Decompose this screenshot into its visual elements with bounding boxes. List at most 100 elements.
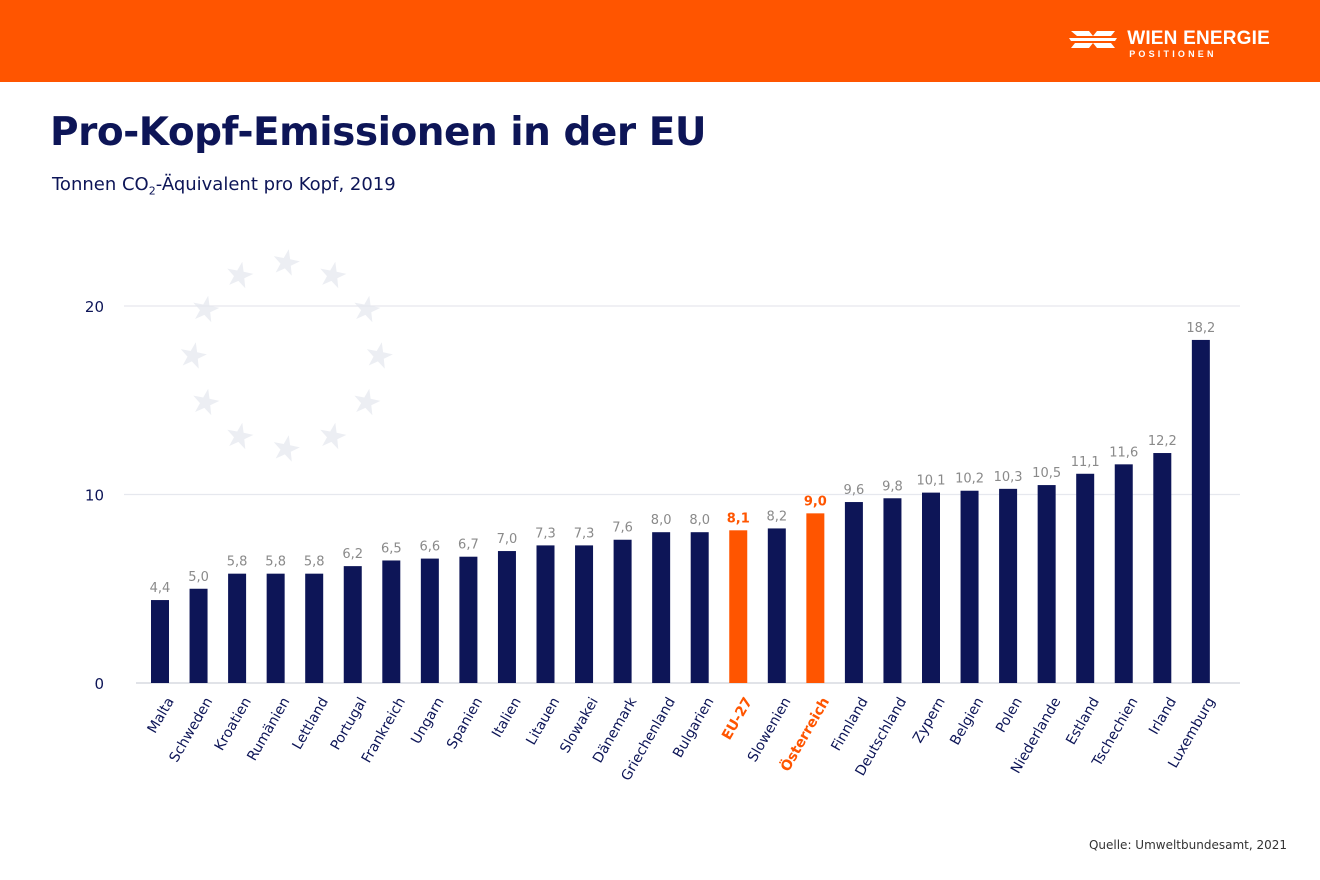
bar-griechenland bbox=[652, 532, 671, 683]
category-label: Malta bbox=[145, 695, 178, 736]
eu-stars-decoration bbox=[180, 249, 393, 462]
value-label: 7,0 bbox=[497, 532, 518, 547]
category-label: Irland bbox=[1146, 695, 1180, 738]
bar-österreich bbox=[806, 513, 825, 683]
bar-portugal bbox=[343, 566, 362, 683]
value-label: 7,3 bbox=[574, 526, 595, 541]
category-label: Ungarn bbox=[408, 695, 447, 747]
category-label: Portugal bbox=[328, 695, 371, 753]
logo-subtext: POSITIONEN bbox=[1129, 49, 1217, 59]
bar-rumänien bbox=[266, 573, 285, 683]
value-label: 8,0 bbox=[689, 513, 710, 528]
value-label: 9,6 bbox=[844, 483, 865, 498]
bar-spanien bbox=[459, 556, 478, 683]
bar-eu-27 bbox=[729, 530, 748, 683]
y-tick-label: 0 bbox=[94, 675, 104, 693]
bar-dänemark bbox=[613, 539, 632, 683]
bar-estland bbox=[1076, 473, 1095, 683]
source-note: Quelle: Umweltbundesamt, 2021 bbox=[1088, 838, 1287, 852]
category-label: Litauen bbox=[523, 695, 563, 748]
value-label: 5,8 bbox=[227, 555, 248, 570]
value-label: 9,0 bbox=[804, 494, 827, 509]
subtitle-text: Tonnen CO bbox=[52, 174, 149, 195]
bar-bulgarien bbox=[690, 532, 709, 683]
value-label: 10,5 bbox=[1032, 466, 1061, 481]
value-label: 10,1 bbox=[917, 474, 946, 489]
bar-luxemburg bbox=[1191, 339, 1210, 683]
category-label: Polen bbox=[993, 695, 1026, 736]
bar-frankreich bbox=[382, 560, 401, 683]
bar-slowenien bbox=[767, 528, 786, 683]
value-label: 4,4 bbox=[150, 581, 171, 596]
bar-polen bbox=[999, 488, 1018, 683]
wien-energie-bolt-icon bbox=[1069, 31, 1118, 48]
y-tick-label: 20 bbox=[85, 298, 104, 316]
subtitle-subscript: 2 bbox=[148, 184, 156, 198]
value-label: 6,2 bbox=[342, 547, 363, 562]
page-title: Pro-Kopf-Emissionen in der EU bbox=[50, 110, 707, 155]
value-label: 11,1 bbox=[1071, 455, 1100, 470]
wien-energie-logo: WIEN ENERGIE POSITIONEN bbox=[1067, 28, 1270, 59]
value-label: 8,1 bbox=[727, 511, 750, 526]
eu-star-icon bbox=[273, 249, 300, 276]
bar-irland bbox=[1153, 453, 1172, 683]
category-label: EU-27 bbox=[719, 695, 756, 743]
bar-zypern bbox=[922, 492, 940, 683]
value-label: 11,6 bbox=[1109, 445, 1138, 460]
eu-star-icon bbox=[227, 261, 254, 289]
category-label: Slowakei bbox=[557, 695, 602, 756]
bar-finnland bbox=[844, 502, 863, 683]
y-tick-label: 10 bbox=[85, 487, 104, 505]
category-label: Zypern bbox=[910, 695, 949, 746]
value-label: 18,2 bbox=[1186, 321, 1215, 336]
value-label: 8,2 bbox=[766, 509, 787, 524]
value-label: 5,0 bbox=[188, 570, 209, 585]
eu-star-icon bbox=[354, 295, 381, 323]
bar-italien bbox=[497, 551, 516, 683]
value-label: 6,6 bbox=[420, 540, 441, 555]
header-bar: WIEN ENERGIE POSITIONEN bbox=[0, 0, 1320, 82]
logo-text: WIEN ENERGIE bbox=[1127, 28, 1270, 49]
category-label: Kroatien bbox=[212, 695, 255, 754]
eu-star-icon bbox=[180, 342, 207, 369]
value-label: 8,0 bbox=[651, 513, 672, 528]
eu-star-icon bbox=[227, 422, 254, 450]
value-label: 9,8 bbox=[882, 479, 903, 494]
labels: 4,4Malta5,0Schweden5,8Kroatien5,8Rumänie… bbox=[145, 321, 1219, 784]
eu-star-icon bbox=[320, 261, 347, 289]
eu-star-icon bbox=[273, 435, 300, 462]
category-label: Lettland bbox=[289, 695, 332, 753]
value-label: 7,6 bbox=[612, 521, 633, 536]
value-label: 5,8 bbox=[265, 555, 286, 570]
eu-star-icon bbox=[354, 388, 381, 416]
eu-star-icon bbox=[320, 422, 347, 450]
bars bbox=[151, 339, 1210, 683]
value-label: 6,5 bbox=[381, 541, 402, 556]
bar-litauen bbox=[536, 545, 555, 683]
bar-niederlande bbox=[1037, 485, 1056, 683]
category-label: Spanien bbox=[444, 695, 486, 752]
value-label: 7,3 bbox=[535, 526, 556, 541]
category-label: Finnland bbox=[828, 695, 871, 754]
chart-subtitle: Tonnen CO2-Äquivalent pro Kopf, 2019 bbox=[52, 174, 396, 198]
bar-deutschland bbox=[883, 498, 902, 683]
category-label: Belgien bbox=[947, 695, 987, 748]
category-label: Estland bbox=[1063, 695, 1103, 748]
value-label: 10,2 bbox=[955, 472, 984, 487]
value-label: 6,7 bbox=[458, 538, 479, 553]
value-label: 10,3 bbox=[994, 470, 1023, 485]
bar-belgien bbox=[960, 490, 979, 683]
bar-kroatien bbox=[228, 573, 247, 683]
bar-slowakei bbox=[575, 545, 594, 683]
bar-ungarn bbox=[420, 558, 439, 683]
bar-schweden bbox=[189, 588, 208, 683]
eu-star-icon bbox=[193, 388, 220, 416]
bar-lettland bbox=[305, 573, 324, 683]
bar-tschechien bbox=[1114, 464, 1133, 683]
eu-star-icon bbox=[193, 295, 220, 323]
subtitle-text-rest: -Äquivalent pro Kopf, 2019 bbox=[155, 174, 396, 195]
value-label: 12,2 bbox=[1148, 434, 1177, 449]
category-label: Italien bbox=[489, 695, 525, 741]
value-label: 5,8 bbox=[304, 555, 325, 570]
